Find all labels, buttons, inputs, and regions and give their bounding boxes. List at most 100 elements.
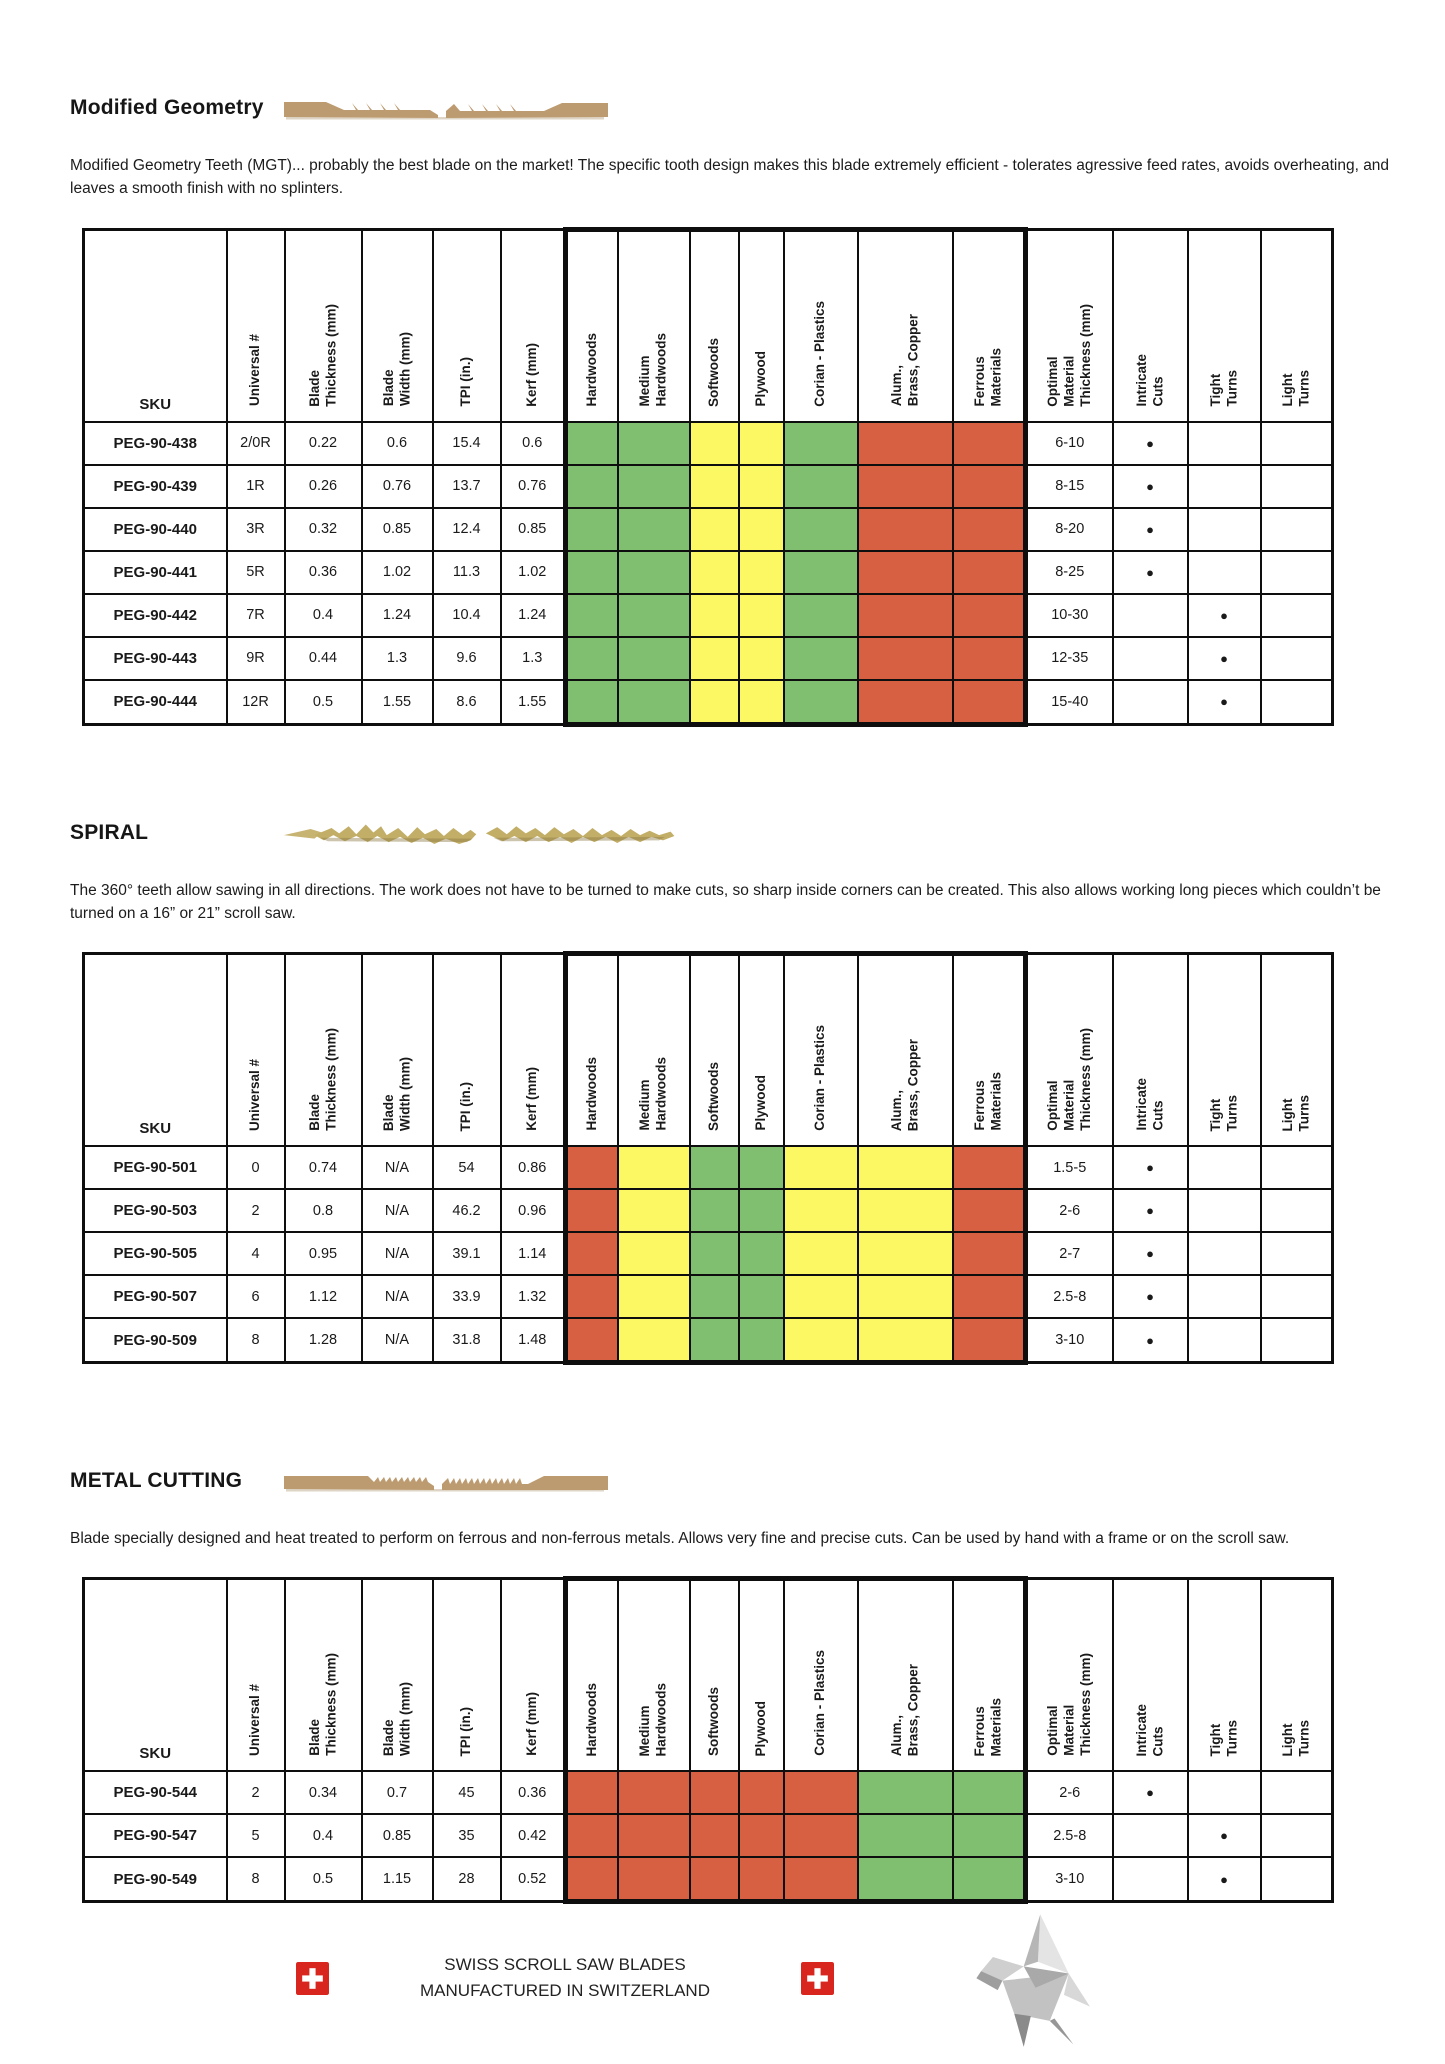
column-header-plywood: Plywood [737,951,785,1147]
section-modified-geometry: Modified Geometry Modified Geometry Teet… [70,96,1410,727]
section-spiral: SPIRAL The 360° teeth allow sawing in al… [70,821,1410,1365]
kerf-cell: 1.32 [499,1274,567,1319]
light-turns-cell [1259,1231,1334,1276]
column-header-kerf: Kerf (mm) [499,1577,567,1773]
alum-brass-copper-rating-cell [856,1274,954,1319]
blade-thickness-cell: 0.34 [283,1770,363,1816]
tpi-cell: 15.4 [431,420,502,466]
column-header-ferrous-materials-label: Ferrous Materials [971,1697,1004,1757]
tight-turns-cell: ● [1186,635,1262,681]
column-header-tpi: TPI (in.) [431,952,502,1147]
ferrous-materials-rating-cell [951,1813,1028,1859]
column-header-blade-width: Blade Width (mm) [360,228,434,423]
universal-number-cell: 8 [225,1317,286,1364]
medium-hardwoods-rating-cell [616,635,691,681]
intricate-cuts-cell: ● [1111,1317,1189,1364]
sku-cell: PEG-90-505 [82,1231,228,1276]
intricate-cuts-cell: ● [1111,1231,1189,1276]
table-row: PEG-90-505 4 0.95 N/A 39.1 1.14 2-7 ● [82,1231,1334,1276]
column-header-blade-width-label: Blade Width (mm) [380,332,412,407]
tight-turns-cell [1186,549,1262,595]
ferrous-materials-rating-cell [951,592,1028,638]
medium-hardwoods-rating-cell [616,420,691,466]
column-header-sku: SKU [82,1577,228,1773]
blade-thickness-cell: 0.32 [283,506,363,552]
tpi-cell: 35 [431,1813,502,1859]
tpi-cell: 10.4 [431,592,502,638]
column-header-tight-turns: Tight Turns [1186,952,1262,1147]
light-turns-cell [1259,1145,1334,1190]
blade-thickness-cell: 0.74 [283,1145,363,1190]
universal-number-cell: 7R [225,592,286,638]
optimal-material-thickness-cell: 2.5-8 [1024,1813,1114,1859]
ferrous-materials-rating-cell [951,1188,1028,1233]
plywood-rating-cell [737,463,785,509]
table-row: PEG-90-442 7R 0.4 1.24 10.4 1.24 10-30 ● [82,592,1334,638]
tpi-cell: 28 [431,1856,502,1903]
alum-brass-copper-rating-cell [856,1231,954,1276]
hardwoods-rating-cell [563,1770,619,1816]
table-row: PEG-90-444 12R 0.5 1.55 8.6 1.55 15-40 ● [82,678,1334,727]
section-description: Blade specially designed and heat treate… [70,1530,1290,1547]
universal-number-cell: 1R [225,463,286,509]
sku-cell: PEG-90-440 [82,506,228,552]
column-header-ferrous-materials: Ferrous Materials [951,226,1028,423]
ferrous-materials-rating-cell [951,1856,1028,1905]
kerf-cell: 1.24 [499,592,567,638]
medium-hardwoods-rating-cell [616,1856,691,1905]
alum-brass-copper-rating-cell [856,1856,954,1905]
plywood-rating-cell [737,635,785,681]
kerf-cell: 1.55 [499,678,567,725]
footer: SWISS SCROLL SAW BLADES MANUFACTURED IN … [296,1952,834,2005]
tpi-cell: 13.7 [431,463,502,509]
optimal-material-thickness-cell: 12-35 [1024,635,1114,681]
column-header-universal-number-label: Universal # [247,334,263,407]
kerf-cell: 0.36 [499,1770,567,1816]
column-header-softwoods: Softwoods [688,226,740,423]
light-turns-cell [1259,506,1334,552]
section-description: The 360° teeth allow sawing in all direc… [70,881,1381,922]
universal-number-cell: 8 [225,1856,286,1903]
column-header-intricate-cuts-label: Intricate Cuts [1133,1703,1165,1757]
column-header-medium-hardwoods-label: Medium Hardwoods [637,1057,669,1131]
kerf-cell: 1.48 [499,1317,567,1364]
tight-turns-cell: ● [1186,1856,1262,1903]
column-header-ferrous-materials: Ferrous Materials [951,1576,1028,1773]
alum-brass-copper-rating-cell [856,1770,954,1816]
light-turns-cell [1259,592,1334,638]
column-header-intricate-cuts: Intricate Cuts [1111,228,1189,423]
tpi-cell: 33.9 [431,1274,502,1319]
ferrous-materials-rating-cell [951,463,1028,509]
blade-width-cell: 1.55 [360,678,434,725]
hardwoods-rating-cell [563,1813,619,1859]
universal-number-cell: 2 [225,1188,286,1233]
hardwoods-rating-cell [563,1145,619,1190]
ferrous-materials-rating-cell [951,678,1028,727]
column-header-ferrous-materials: Ferrous Materials [951,951,1028,1147]
optimal-material-thickness-cell: 2-6 [1024,1188,1114,1233]
light-turns-cell [1259,463,1334,509]
tight-turns-cell: ● [1186,1813,1262,1859]
alum-brass-copper-rating-cell [856,1813,954,1859]
plywood-rating-cell [737,1856,785,1905]
light-turns-cell [1259,1317,1334,1364]
footer-text: SWISS SCROLL SAW BLADES MANUFACTURED IN … [364,1952,766,2005]
column-header-kerf-label: Kerf (mm) [524,1692,540,1757]
column-header-blade-thickness: Blade Thickness (mm) [283,1577,363,1773]
header-row: SKU Universal # Blade Thickness (mm) Blade … [82,1576,1334,1773]
column-header-optimal-material-thickness: Optimal Material Thickness (mm) [1024,228,1114,423]
metal-cutting-blade-photo [284,1476,608,1492]
hardwoods-rating-cell [563,549,619,595]
corian-plastics-rating-cell [782,1188,859,1233]
column-header-hardwoods: Hardwoods [563,226,619,423]
corian-plastics-rating-cell [782,549,859,595]
column-header-tpi-label: TPI (in.) [458,1081,474,1132]
column-header-universal-number-label: Universal # [247,1058,263,1131]
corian-plastics-rating-cell [782,463,859,509]
column-header-light-turns-label: Light Turns [1279,1094,1312,1132]
hardwoods-rating-cell [563,592,619,638]
column-header-blade-thickness-label: Blade Thickness (mm) [306,1028,338,1131]
alum-brass-copper-rating-cell [856,678,954,727]
tpi-cell: 31.8 [431,1317,502,1364]
blade-thickness-cell: 0.8 [283,1188,363,1233]
